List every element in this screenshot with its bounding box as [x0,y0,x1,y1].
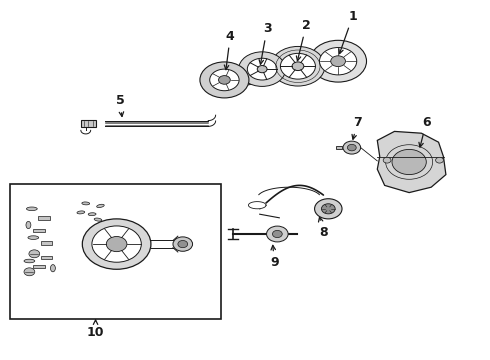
Circle shape [82,219,151,269]
Circle shape [280,53,316,79]
Ellipse shape [77,211,85,214]
Circle shape [347,144,356,151]
Circle shape [271,46,325,86]
Text: 2: 2 [296,19,311,61]
Ellipse shape [26,207,37,211]
FancyBboxPatch shape [41,241,52,245]
Circle shape [383,157,391,163]
Circle shape [106,237,127,252]
Circle shape [239,52,286,86]
FancyBboxPatch shape [33,229,45,232]
Circle shape [200,62,249,98]
Circle shape [321,204,335,214]
Circle shape [331,56,345,67]
FancyBboxPatch shape [81,120,96,127]
Ellipse shape [24,259,35,263]
Circle shape [310,40,367,82]
Circle shape [29,250,40,258]
Ellipse shape [50,265,55,272]
Polygon shape [244,69,259,85]
Ellipse shape [97,204,104,208]
Circle shape [315,199,342,219]
Ellipse shape [82,202,90,205]
Circle shape [173,237,193,251]
Polygon shape [377,131,446,193]
Circle shape [292,62,304,71]
FancyBboxPatch shape [41,256,52,259]
Circle shape [436,157,443,163]
Circle shape [392,149,426,175]
Circle shape [219,76,230,84]
Polygon shape [336,146,342,149]
Circle shape [319,48,357,75]
Circle shape [257,66,267,73]
Text: 5: 5 [116,94,124,116]
Circle shape [178,240,188,248]
Polygon shape [10,184,220,319]
Circle shape [210,69,239,91]
Circle shape [247,58,277,80]
Text: 1: 1 [339,10,357,54]
Circle shape [343,141,361,154]
Text: 8: 8 [318,217,328,239]
Ellipse shape [28,236,39,239]
Circle shape [24,268,35,276]
Polygon shape [248,202,266,209]
Text: 7: 7 [352,116,362,139]
Text: 3: 3 [259,22,271,64]
FancyBboxPatch shape [38,216,50,220]
Circle shape [272,230,282,238]
Ellipse shape [94,218,102,221]
Circle shape [267,226,288,242]
Text: 4: 4 [224,30,235,70]
Ellipse shape [88,213,96,216]
FancyBboxPatch shape [33,265,45,268]
Text: 6: 6 [419,116,431,147]
Circle shape [92,226,141,262]
Ellipse shape [26,221,31,229]
Text: 10: 10 [87,320,104,339]
Text: 9: 9 [270,246,279,269]
